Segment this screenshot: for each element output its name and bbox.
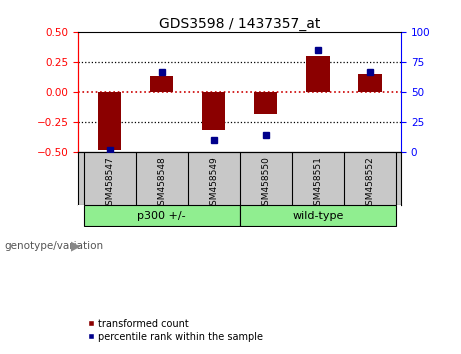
Text: p300 +/-: p300 +/- (137, 211, 186, 221)
Bar (98, 92, 121, 150)
Legend: transformed count, percentile rank within the sample: transformed count, percentile rank withi… (83, 315, 267, 346)
Text: GSM458548: GSM458548 (157, 156, 166, 211)
Bar (202, 92, 225, 130)
Bar (254, 92, 278, 114)
Text: GSM458549: GSM458549 (209, 156, 218, 211)
Text: genotype/variation: genotype/variation (5, 241, 104, 251)
Text: GSM458551: GSM458551 (313, 156, 322, 211)
Text: GSM458547: GSM458547 (105, 156, 114, 211)
Title: GDS3598 / 1437357_at: GDS3598 / 1437357_at (159, 17, 320, 31)
Text: ▶: ▶ (71, 240, 81, 252)
Text: GSM458552: GSM458552 (365, 156, 374, 211)
Bar (83, 205, 240, 226)
Bar (358, 74, 382, 92)
Text: wild-type: wild-type (292, 211, 343, 221)
Bar (306, 56, 330, 92)
Bar (240, 205, 396, 226)
Text: GSM458550: GSM458550 (261, 156, 270, 211)
Bar (150, 76, 173, 92)
